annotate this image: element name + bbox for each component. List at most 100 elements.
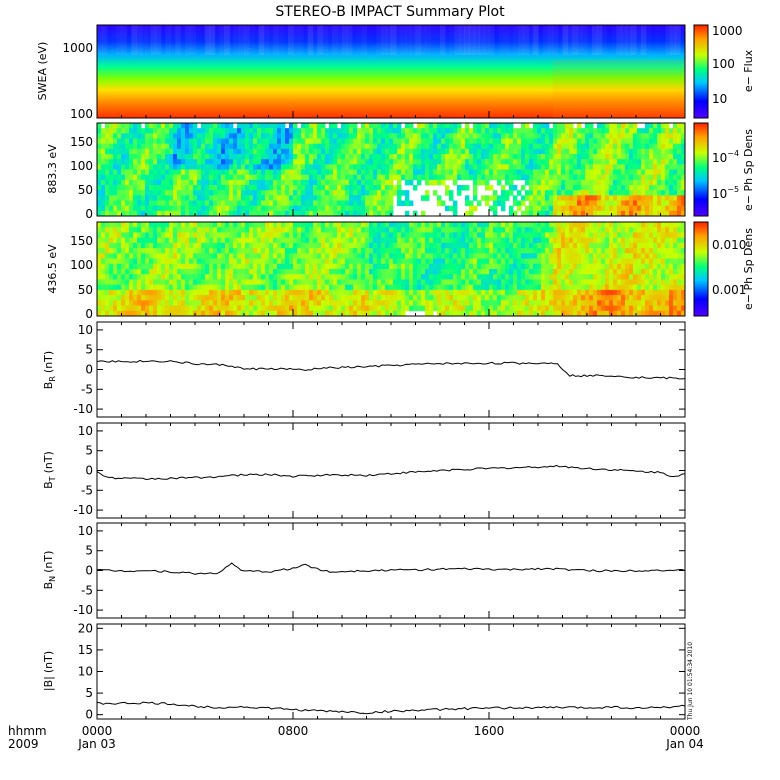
heatmap-cell — [249, 179, 254, 186]
swea-streak — [626, 25, 632, 55]
heatmap-cell — [141, 253, 146, 259]
heatmap-cell — [609, 300, 614, 306]
heatmap-cell — [205, 305, 210, 312]
heatmap-cell — [301, 205, 306, 212]
heatmap-cell — [385, 179, 390, 186]
heatmap-cell — [497, 237, 502, 244]
heatmap-cell — [157, 164, 162, 170]
heatmap-cell — [421, 154, 426, 160]
heatmap-cell — [329, 253, 334, 259]
heatmap-cell — [345, 222, 350, 228]
heatmap-cell — [549, 242, 554, 249]
heatmap-cell — [277, 289, 282, 296]
heatmap-cell — [517, 159, 522, 165]
heatmap-cell — [373, 300, 378, 306]
heatmap-cell — [153, 164, 158, 170]
heatmap-cell — [645, 143, 650, 150]
heatmap-cell — [473, 227, 478, 233]
heatmap-cell — [217, 148, 222, 155]
heatmap-cell — [365, 179, 370, 186]
heatmap-cell — [497, 248, 502, 254]
swea-streak — [249, 25, 254, 55]
swea-streak — [303, 25, 308, 55]
heatmap-cell — [597, 148, 602, 155]
heatmap-cell — [417, 237, 422, 244]
heatmap-cell — [425, 154, 430, 160]
heatmap-cell — [329, 210, 334, 217]
heatmap-cell — [265, 237, 270, 244]
heatmap-cell — [173, 164, 178, 170]
heatmap-cell — [573, 253, 578, 259]
heatmap-cell — [125, 159, 130, 165]
heatmap-cell — [509, 154, 514, 160]
heatmap-cell — [409, 237, 414, 244]
heatmap-cell — [453, 128, 458, 134]
heatmap-cell — [597, 232, 602, 239]
heatmap-cell — [485, 310, 490, 317]
heatmap-cell — [441, 269, 446, 275]
swea-streak — [190, 25, 196, 55]
heatmap-cell — [533, 242, 538, 249]
heatmap-cell — [465, 289, 470, 296]
heatmap-cell — [369, 174, 374, 181]
heatmap-cell — [665, 164, 670, 170]
heatmap-cell — [357, 133, 362, 139]
heatmap-cell — [121, 253, 126, 259]
heatmap-cell — [285, 210, 290, 217]
heatmap-cell — [489, 248, 494, 254]
heatmap-cell — [425, 258, 430, 265]
heatmap-cell — [473, 164, 478, 170]
heatmap-cell — [385, 164, 390, 170]
heatmap-cell — [353, 242, 358, 249]
heatmap-cell — [317, 143, 322, 150]
heatmap-cell — [333, 154, 338, 160]
heatmap-cell — [245, 279, 250, 286]
heatmap-cell — [369, 295, 374, 301]
heatmap-cell — [153, 263, 158, 270]
heatmap-cell — [405, 195, 410, 201]
heatmap-cell — [469, 154, 474, 160]
heatmap-cell — [517, 284, 522, 291]
heatmap-cell — [229, 159, 234, 165]
heatmap-cell — [289, 179, 294, 186]
heatmap-cell — [589, 210, 594, 217]
heatmap-cell — [617, 185, 622, 191]
heatmap-cell — [449, 269, 454, 275]
heatmap-cell — [493, 310, 498, 317]
heatmap-cell — [649, 148, 654, 155]
heatmap-cell — [557, 169, 562, 176]
heatmap-cell — [193, 289, 198, 296]
heatmap-cell — [181, 248, 186, 254]
heatmap-cell — [505, 195, 510, 201]
heatmap-cell — [173, 295, 178, 301]
heatmap-cell — [577, 138, 582, 145]
heatmap-cell — [273, 284, 278, 291]
heatmap-cell — [425, 174, 430, 181]
heatmap-cell — [545, 232, 550, 239]
heatmap-cell — [545, 274, 550, 280]
heatmap-cell — [521, 185, 526, 191]
heatmap-cell — [233, 222, 238, 228]
heatmap-cell — [285, 232, 290, 239]
heatmap-cell — [449, 305, 454, 312]
heatmap-cell — [549, 289, 554, 296]
heatmap-cell — [409, 164, 414, 170]
heatmap-cell — [437, 253, 442, 259]
heatmap-cell — [657, 148, 662, 155]
heatmap-cell — [493, 295, 498, 301]
heatmap-cell — [433, 305, 438, 312]
heatmap-cell — [493, 300, 498, 306]
heatmap-cell — [233, 300, 238, 306]
heatmap-cell — [609, 232, 614, 239]
heatmap-cell — [481, 159, 486, 165]
heatmap-cell — [309, 133, 314, 139]
heatmap-cell — [421, 143, 426, 150]
heatmap-cell — [241, 248, 246, 254]
heatmap-cell — [393, 138, 398, 145]
heatmap-cell — [189, 295, 194, 301]
heatmap-cell — [277, 248, 282, 254]
heatmap-cell — [205, 190, 210, 196]
heatmap-cell — [145, 148, 150, 155]
heatmap-cell — [453, 143, 458, 150]
heatmap-cell — [389, 242, 394, 249]
